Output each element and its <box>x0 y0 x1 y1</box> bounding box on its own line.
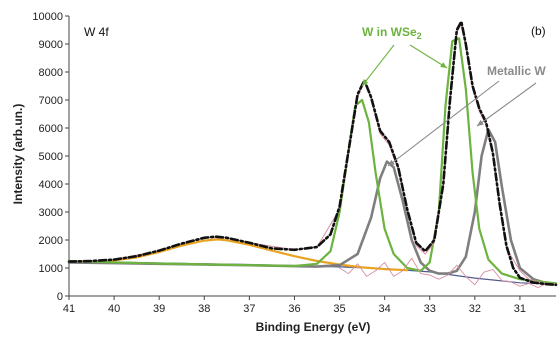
corner-label: (b) <box>531 24 546 38</box>
y-tick-label: 9000 <box>39 39 63 51</box>
x-tick-label: 40 <box>108 303 120 315</box>
y-tick-label: 6000 <box>39 123 63 135</box>
y-tick-label: 2000 <box>39 235 63 247</box>
annotation-w-in-wse2: W in WSe2 <box>362 25 422 41</box>
x-tick-label: 36 <box>288 303 300 315</box>
annotation-w-in-wse2-text: W in WSe <box>362 25 417 39</box>
annotation-layer <box>361 44 537 167</box>
y-tick-label: 5000 <box>39 151 63 163</box>
x-tick-label: 32 <box>469 303 481 315</box>
x-tick-label: 39 <box>153 303 165 315</box>
axis-layer: 0 1000 2000 3000 4000 5000 6000 7000 8000 9000 100… <box>32 11 556 315</box>
y-tick-label: 1000 <box>39 263 63 275</box>
annotation-arrow-wse2-right <box>409 44 448 69</box>
annotation-w-in-wse2-subscript: 2 <box>417 31 422 41</box>
annotation-arrow-metallic-left-head <box>388 159 395 166</box>
y-tick-label: 7000 <box>39 95 63 107</box>
x-tick-label: 31 <box>514 303 526 315</box>
y-tick-label: 10000 <box>32 11 63 23</box>
series-w-in-wse2 <box>67 37 558 285</box>
series-residual <box>339 257 557 289</box>
series-envelope <box>67 20 558 287</box>
annotation-metallic-w: Metallic W <box>487 64 546 78</box>
x-tick-label: 33 <box>424 303 436 315</box>
x-axis-title: Binding Energy (eV) <box>256 320 371 334</box>
x-tick-label: 37 <box>243 303 255 315</box>
annotation-arrow-wse2-left <box>361 44 395 87</box>
x-tick-label: 35 <box>333 303 345 315</box>
y-axis-title: Intensity (arb.un.) <box>11 104 25 205</box>
y-tick-label: 4000 <box>39 179 63 191</box>
y-tick-label: 8000 <box>39 67 63 79</box>
annotation-arrow-wse2-right-head <box>440 62 447 68</box>
panel-label: W 4f <box>84 25 109 39</box>
annotation-arrow-wse2-left-head <box>362 79 369 86</box>
series-layer <box>67 20 558 289</box>
series-metallic-w <box>67 128 558 287</box>
x-tick-label: 41 <box>63 303 75 315</box>
annotation-arrow-metallic-right-head <box>477 119 484 126</box>
x-tick-label: 34 <box>379 303 391 315</box>
annotation-arrow-metallic-left <box>387 80 500 167</box>
annotation-arrow-metallic-right <box>476 82 537 127</box>
y-tick-label: 3000 <box>39 207 63 219</box>
x-tick-label: 38 <box>198 303 210 315</box>
y-tick-label: 0 <box>57 291 63 303</box>
